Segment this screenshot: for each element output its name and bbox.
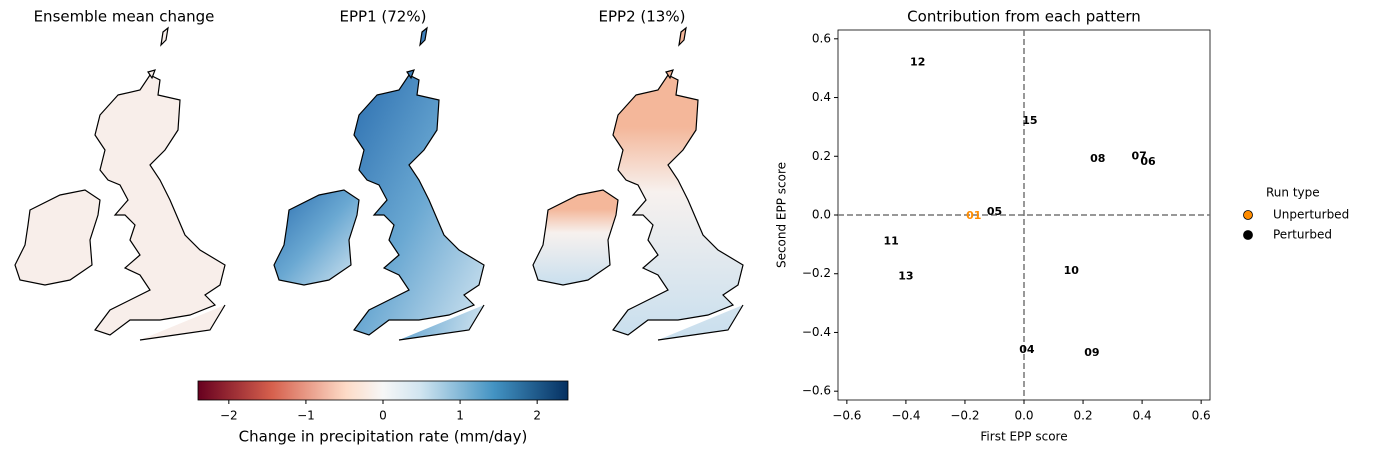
legend-label: Perturbed	[1273, 228, 1332, 242]
colorbar-tick-label: 0	[379, 409, 387, 423]
point-label: 13	[898, 270, 913, 283]
y-tick-label: 0.6	[812, 31, 831, 45]
map-title: Ensemble mean change	[34, 8, 215, 26]
point-label: 11	[883, 234, 898, 247]
map-title: EPP1 (72%)	[340, 8, 427, 26]
x-tick-label: −0.4	[891, 409, 920, 423]
colorbar-tick-label: −2	[220, 409, 238, 423]
x-tick-label: −0.2	[950, 409, 979, 423]
legend-marker	[1243, 210, 1253, 220]
map	[273, 27, 485, 341]
y-tick-label: −0.6	[802, 384, 831, 398]
point-label: 07	[1131, 149, 1146, 162]
point-label: 10	[1064, 264, 1080, 277]
colorbar	[197, 380, 569, 401]
y-tick-label: 0.0	[812, 208, 831, 222]
colorbar-tick-label: 2	[533, 409, 541, 423]
y-tick-label: −0.2	[802, 266, 831, 280]
x-tick-label: 0.4	[1133, 409, 1152, 423]
point-label: 12	[910, 55, 925, 68]
map	[14, 27, 226, 341]
chart-title: Contribution from each pattern	[907, 8, 1141, 26]
point-label: 08	[1090, 152, 1105, 165]
point-label: 05	[987, 205, 1002, 218]
legend-marker	[1243, 230, 1253, 240]
x-tick-label: 0.6	[1192, 409, 1211, 423]
point-label: 15	[1022, 114, 1037, 127]
x-tick-label: 0.0	[1014, 409, 1033, 423]
colorbar-tick-label: 1	[456, 409, 464, 423]
map-title: EPP2 (13%)	[599, 8, 686, 26]
point-label: 09	[1084, 346, 1099, 359]
y-tick-label: 0.2	[812, 149, 831, 163]
legend-label: Unperturbed	[1273, 208, 1349, 222]
point-label: 01	[966, 209, 981, 222]
x-tick-label: 0.2	[1074, 409, 1093, 423]
map	[532, 27, 744, 341]
y-axis-label: Second EPP score	[775, 162, 789, 268]
x-axis-label: First EPP score	[980, 430, 1067, 444]
point-label: 06	[1140, 155, 1156, 168]
point-label: 04	[1019, 343, 1035, 356]
x-tick-label: −0.6	[832, 409, 861, 423]
legend-title: Run type	[1266, 186, 1320, 200]
colorbar-tick-label: −1	[297, 409, 315, 423]
y-tick-label: −0.4	[802, 325, 831, 339]
y-tick-label: 0.4	[812, 90, 831, 104]
colorbar-label: Change in precipitation rate (mm/day)	[239, 428, 528, 446]
